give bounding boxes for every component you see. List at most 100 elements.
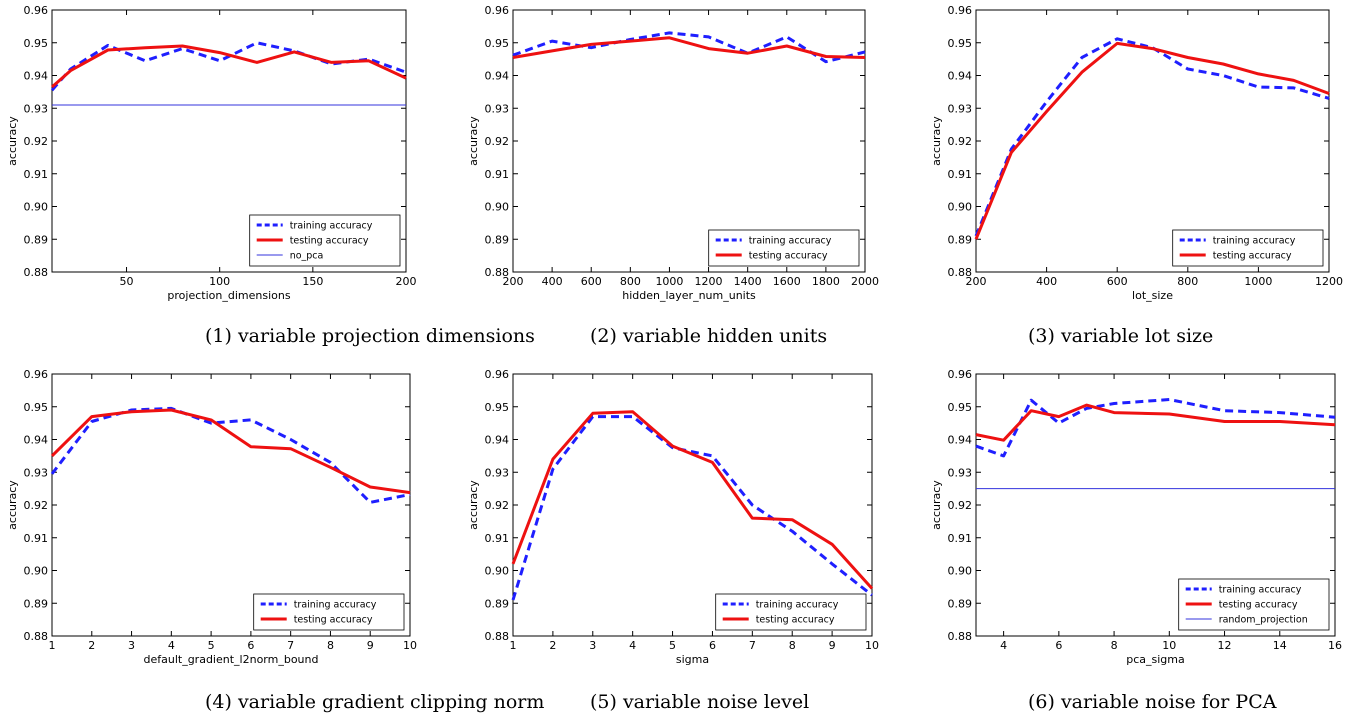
y-tick-label: 0.91 [24, 532, 49, 545]
x-tick-label: 8 [327, 639, 334, 652]
y-tick-label: 0.88 [24, 630, 49, 643]
x-tick-label: 10 [403, 639, 417, 652]
y-tick-label: 0.89 [485, 233, 510, 246]
panel-caption: (5) variable noise level [590, 691, 809, 713]
y-tick-label: 0.95 [948, 401, 973, 414]
x-tick-label: 400 [1036, 275, 1057, 288]
legend-label: testing accuracy [1213, 251, 1292, 262]
legend: training accuracy testing accuracy [708, 229, 860, 267]
y-tick-label: 0.96 [24, 368, 49, 381]
x-axis-label: sigma [676, 653, 709, 666]
legend-label: training accuracy [749, 236, 832, 247]
chart-panel-4: 0.88 0.89 0.90 0.91 0.92 0.93 0.94 0.95 0.96 1 2 3 4… [6, 368, 544, 713]
x-axis-label: projection_dimensions [167, 289, 290, 302]
x-tick-label: 5 [669, 639, 676, 652]
y-tick-label: 0.94 [24, 434, 49, 447]
y-tick-label: 0.88 [948, 630, 973, 643]
x-tick-label: 6 [247, 639, 254, 652]
y-axis-label: accuracy [6, 116, 19, 166]
panel-caption: (1) variable projection dimensions [205, 325, 535, 347]
x-tick-label: 3 [128, 639, 135, 652]
legend: training accuracy testing accuracy [715, 593, 867, 631]
panel-caption: (4) variable gradient clipping norm [205, 691, 544, 713]
x-tick-label: 1000 [1244, 275, 1272, 288]
legend-label: testing accuracy [749, 251, 828, 262]
series-line-testing-accuracy [511, 410, 874, 590]
x-tick-label: 5 [208, 639, 215, 652]
x-axis-label: hidden_layer_num_units [622, 289, 756, 302]
y-tick-label: 0.90 [485, 201, 510, 214]
y-tick-label: 0.90 [948, 565, 973, 578]
y-tick-label: 0.90 [24, 565, 49, 578]
y-tick-label: 0.93 [485, 466, 510, 479]
y-tick-label: 0.89 [485, 597, 510, 610]
legend-label: testing accuracy [756, 615, 835, 626]
y-tick-label: 0.91 [24, 168, 49, 181]
x-tick-label: 1 [510, 639, 517, 652]
y-tick-label: 0.96 [485, 4, 510, 17]
y-tick-label: 0.95 [485, 401, 510, 414]
y-tick-label: 0.92 [24, 499, 49, 512]
y-tick-label: 0.95 [24, 37, 49, 50]
y-tick-label: 0.88 [24, 266, 49, 279]
y-tick-label: 0.93 [485, 102, 510, 115]
y-tick-label: 0.96 [948, 4, 973, 17]
x-tick-label: 6 [1055, 639, 1062, 652]
legend-label: testing accuracy [1219, 600, 1298, 611]
y-tick-label: 0.95 [948, 37, 973, 50]
legend-label: training accuracy [294, 600, 377, 611]
panel-caption: (6) variable noise for PCA [1028, 691, 1277, 713]
legend: training accuracy testing accuracy [1172, 229, 1324, 267]
y-tick-label: 0.91 [485, 532, 510, 545]
x-tick-label: 16 [1328, 639, 1342, 652]
x-tick-label: 600 [581, 275, 602, 288]
x-tick-label: 4 [1000, 639, 1007, 652]
x-tick-label: 10 [865, 639, 879, 652]
y-tick-label: 0.94 [485, 434, 510, 447]
y-tick-label: 0.95 [485, 37, 510, 50]
x-tick-label: 1600 [773, 275, 801, 288]
x-tick-label: 100 [209, 275, 230, 288]
y-tick-label: 0.89 [24, 233, 49, 246]
y-axis-label: accuracy [930, 116, 943, 166]
y-tick-label: 0.93 [24, 102, 49, 115]
legend-box [1172, 229, 1324, 267]
series-line-training-accuracy [511, 415, 873, 601]
legend: training accuracy testing accuracy [253, 593, 405, 631]
x-tick-label: 8 [1111, 639, 1118, 652]
y-tick-label: 0.93 [948, 466, 973, 479]
x-tick-label: 200 [966, 275, 987, 288]
x-tick-label: 14 [1273, 639, 1287, 652]
y-tick-label: 0.91 [948, 532, 973, 545]
legend: training accuracy testing accuracy random_… [1178, 578, 1330, 631]
y-tick-label: 0.91 [485, 168, 510, 181]
x-tick-label: 1 [49, 639, 56, 652]
legend-label: testing accuracy [290, 236, 369, 247]
y-axis-label: accuracy [930, 480, 943, 530]
x-tick-label: 6 [709, 639, 716, 652]
y-tick-label: 0.91 [948, 168, 973, 181]
x-tick-label: 2000 [851, 275, 879, 288]
x-tick-label: 200 [503, 275, 524, 288]
y-tick-label: 0.90 [485, 565, 510, 578]
y-tick-label: 0.88 [485, 266, 510, 279]
y-tick-label: 0.96 [948, 368, 973, 381]
panel-caption: (3) variable lot size [1028, 325, 1213, 347]
x-tick-label: 12 [1218, 639, 1232, 652]
series-line-training-accuracy [50, 41, 407, 92]
x-tick-label: 3 [589, 639, 596, 652]
x-tick-label: 4 [168, 639, 175, 652]
legend-label: training accuracy [290, 221, 373, 232]
x-axis-label: default_gradient_l2norm_bound [144, 653, 319, 666]
x-tick-label: 7 [287, 639, 294, 652]
chart-panel-1: 0.88 0.89 0.90 0.91 0.92 0.93 0.94 0.95 0.96 50 10… [6, 4, 535, 347]
legend-label: training accuracy [1213, 236, 1296, 247]
legend-box [253, 593, 405, 631]
x-tick-label: 1000 [655, 275, 683, 288]
y-tick-label: 0.92 [485, 135, 510, 148]
x-tick-label: 800 [620, 275, 641, 288]
legend: training accuracy testing accuracy no_pca [249, 214, 401, 267]
y-tick-label: 0.89 [948, 597, 973, 610]
series-line-testing-accuracy [51, 44, 407, 89]
